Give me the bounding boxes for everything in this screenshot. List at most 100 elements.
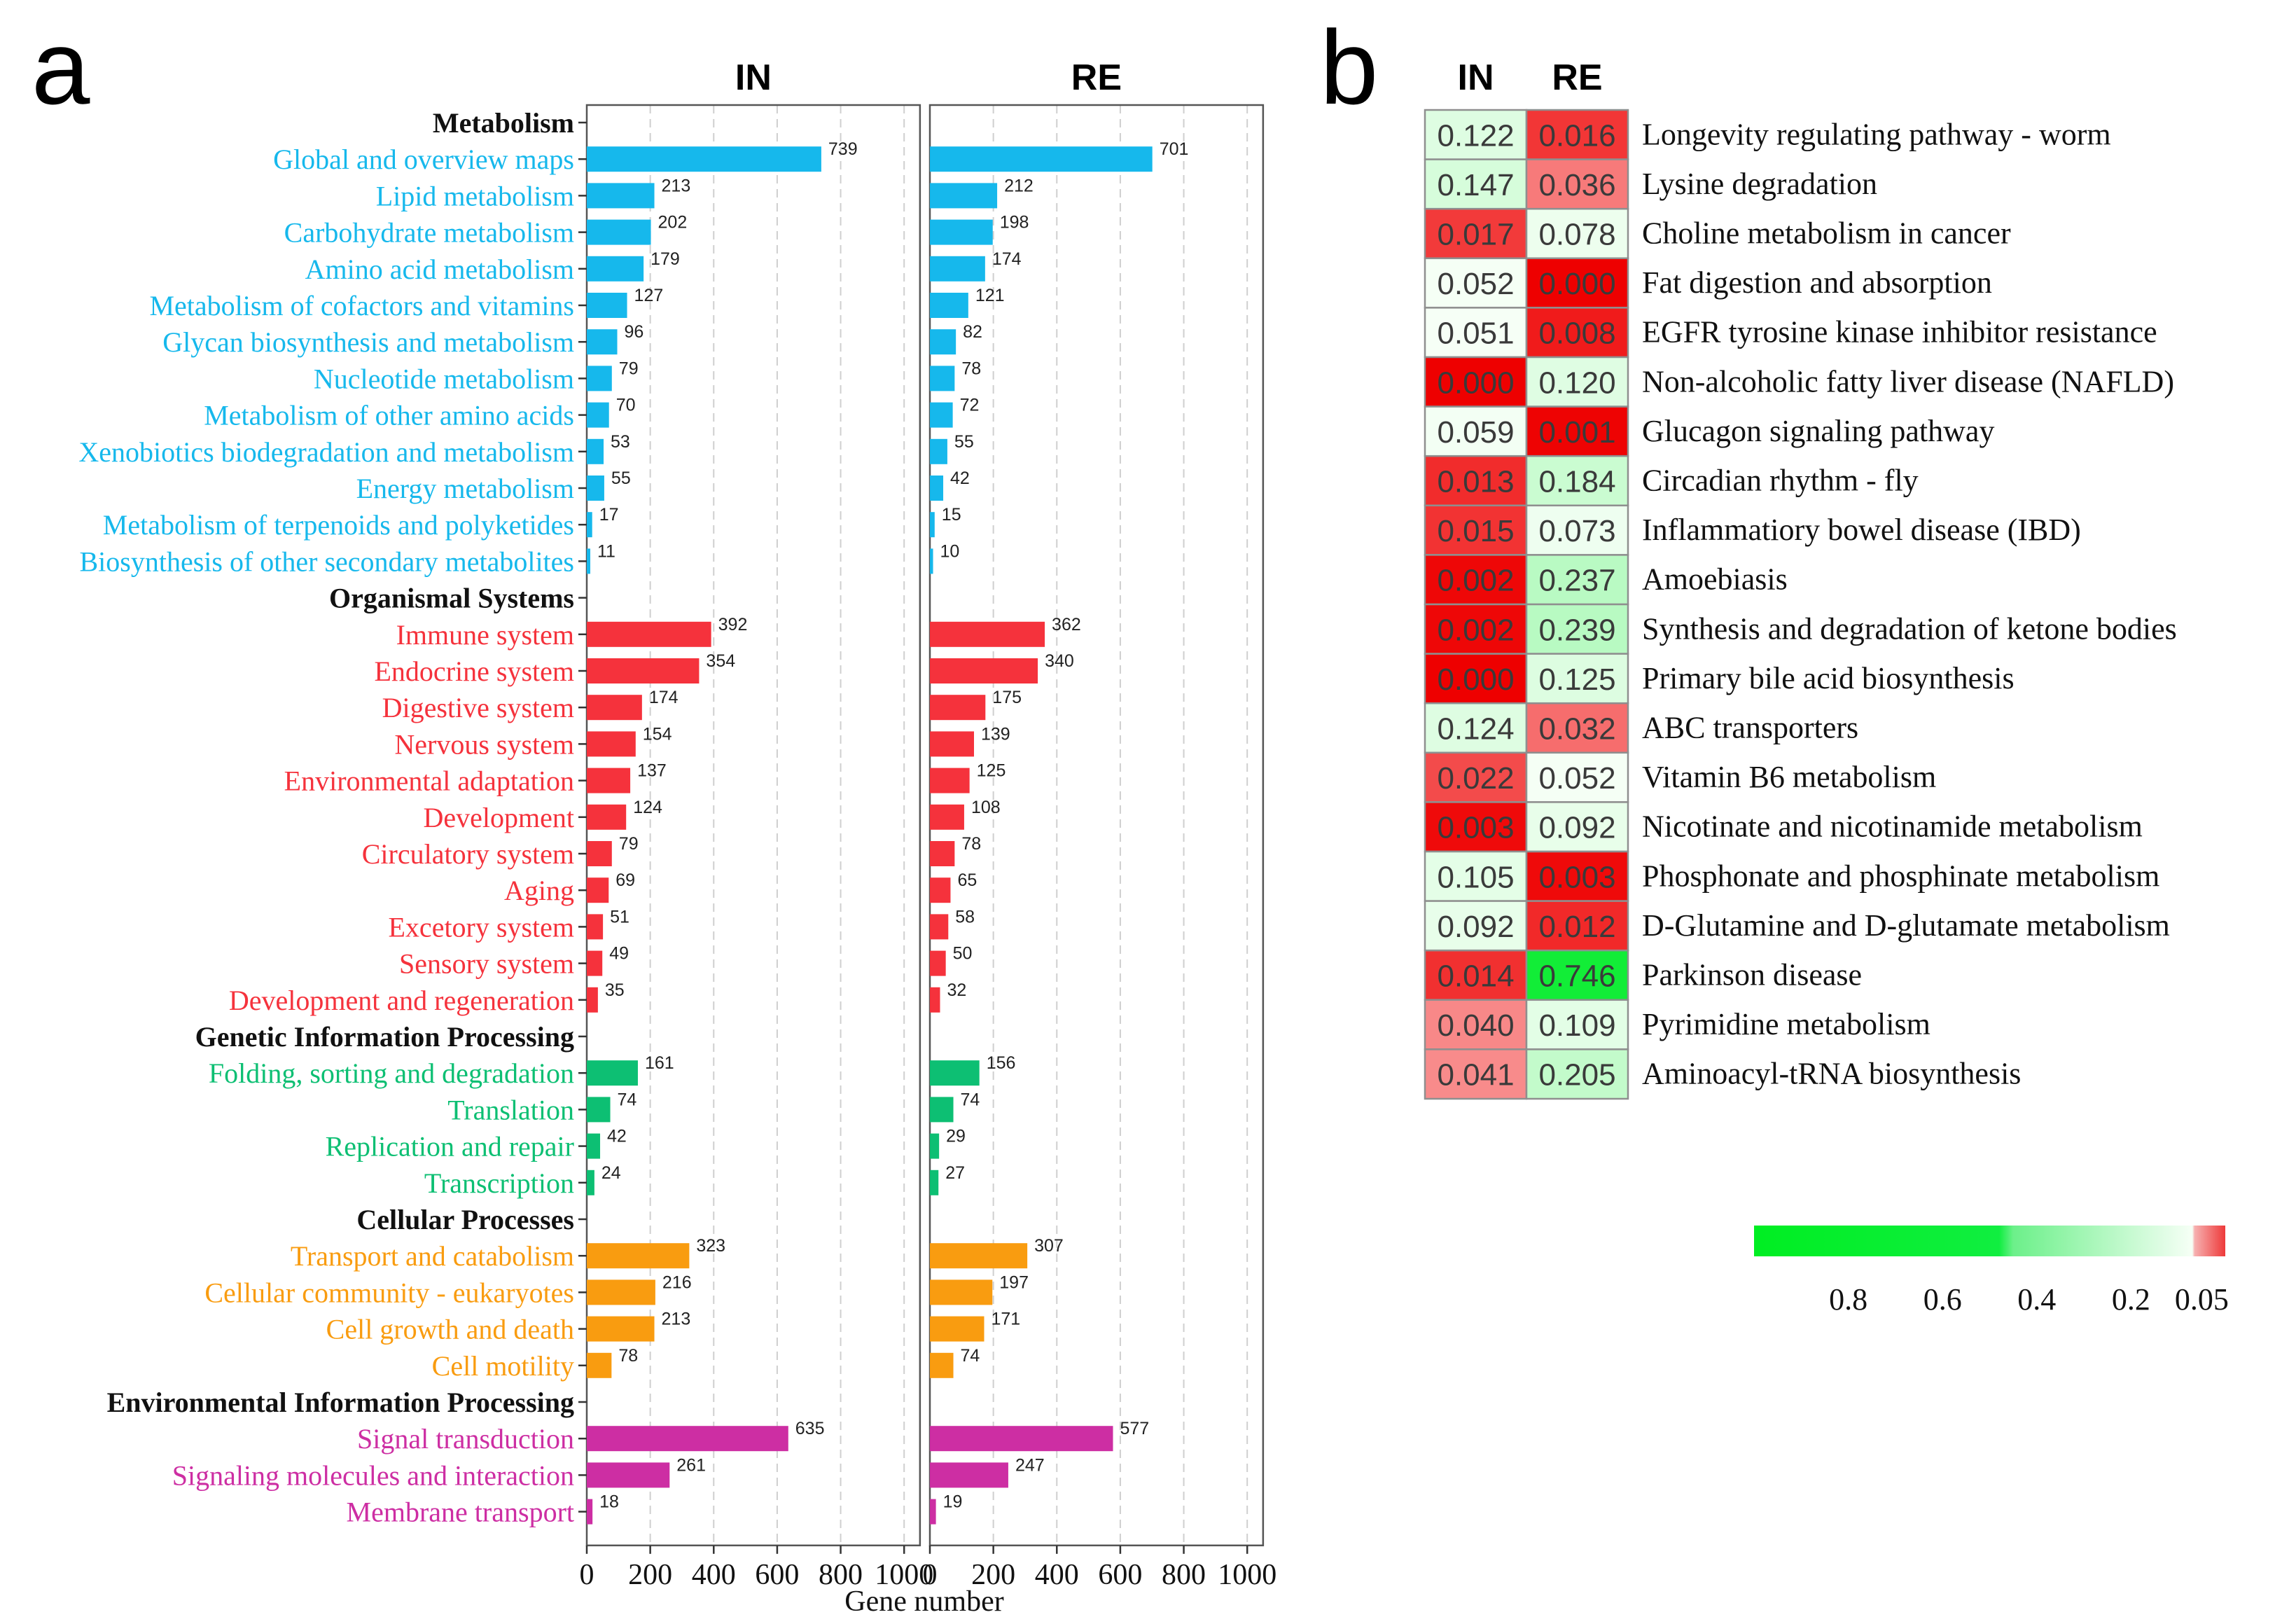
heatmap-cell bbox=[1424, 702, 1528, 754]
heatmap-cell-value: 0.124 bbox=[1437, 712, 1514, 747]
data-label: 108 bbox=[971, 798, 1001, 817]
data-label: 261 bbox=[676, 1455, 706, 1475]
bar-re bbox=[930, 1352, 954, 1378]
bar-in bbox=[587, 1097, 611, 1123]
heatmap-cell bbox=[1525, 702, 1629, 754]
row-label: Environmental adaptation bbox=[284, 765, 574, 797]
data-label: 127 bbox=[634, 286, 664, 305]
heatmap-row-label: Pyrimidine metabolism bbox=[1642, 1007, 1930, 1041]
heatmap-cell-value: 0.003 bbox=[1437, 811, 1514, 845]
heatmap-cell-value: 0.015 bbox=[1437, 514, 1514, 548]
row-label: Nervous system bbox=[394, 728, 574, 760]
category-header: Organismal Systems bbox=[329, 583, 574, 614]
heatmap-cell-value: 0.017 bbox=[1437, 218, 1514, 252]
heatmap-cell bbox=[1525, 751, 1629, 803]
heatmap-cell-value: 0.120 bbox=[1538, 366, 1615, 400]
data-label: 78 bbox=[961, 359, 981, 378]
heatmap-cell bbox=[1525, 999, 1629, 1050]
bar-in bbox=[587, 621, 711, 647]
heatmap-cell bbox=[1525, 158, 1629, 210]
bar-re bbox=[930, 1060, 980, 1086]
bar-in bbox=[587, 841, 612, 866]
heatmap-row-label: Inflammatiory bowel disease (IBD) bbox=[1642, 513, 2081, 547]
row-label: Carbohydrate metabolism bbox=[284, 217, 574, 249]
heatmap-cell-value: 0.022 bbox=[1437, 761, 1514, 796]
x-tick-label: 400 bbox=[692, 1559, 736, 1591]
row-label: Membrane transport bbox=[347, 1497, 574, 1528]
row-label: Transcription bbox=[424, 1167, 574, 1199]
colorbar-tick-label: 0.6 bbox=[1923, 1282, 1962, 1317]
data-label: 174 bbox=[649, 688, 679, 707]
data-label: 198 bbox=[1000, 213, 1029, 233]
panel-title: IN bbox=[735, 57, 772, 98]
heatmap-cell bbox=[1424, 405, 1528, 457]
heatmap-cell-value: 0.036 bbox=[1538, 168, 1615, 202]
data-label: 323 bbox=[696, 1236, 725, 1256]
heatmap: IN RE 0.122 0.016 Longevity regulating pathw… bbox=[1424, 57, 2229, 1317]
category-header: Metabolism bbox=[433, 107, 574, 139]
bar-re bbox=[930, 1097, 954, 1123]
data-label: 27 bbox=[945, 1163, 965, 1183]
category-header: Genetic Information Processing bbox=[195, 1021, 574, 1053]
x-tick-label: 1000 bbox=[1218, 1559, 1276, 1591]
bar-in bbox=[587, 695, 642, 721]
heatmap-cell bbox=[1424, 1048, 1528, 1100]
bar-re bbox=[930, 731, 974, 757]
data-label: 78 bbox=[618, 1346, 638, 1366]
x-tick-label: 800 bbox=[819, 1559, 863, 1591]
heatmap-cell bbox=[1525, 554, 1629, 606]
bar-re bbox=[930, 402, 953, 428]
data-label: 216 bbox=[662, 1272, 692, 1292]
row-label: Cell motility bbox=[432, 1350, 574, 1382]
row-label: Digestive system bbox=[382, 692, 574, 723]
x-tick-label: 0 bbox=[580, 1559, 594, 1591]
row-label: Folding, sorting and degradation bbox=[209, 1057, 574, 1089]
data-label: 739 bbox=[828, 139, 858, 159]
x-tick-label: 200 bbox=[971, 1559, 1015, 1591]
data-label: 197 bbox=[999, 1272, 1029, 1292]
row-label: Metabolism of cofactors and vitamins bbox=[149, 290, 574, 321]
heatmap-cell-value: 0.000 bbox=[1437, 366, 1514, 400]
heatmap-cell bbox=[1525, 850, 1629, 902]
heatmap-cell bbox=[1424, 356, 1528, 408]
data-label: 171 bbox=[991, 1310, 1020, 1329]
heatmap-row-label: Phosphonate and phosphinate metabolism bbox=[1642, 859, 2159, 893]
data-label: 17 bbox=[599, 505, 619, 525]
heatmap-cell-value: 0.002 bbox=[1437, 564, 1514, 598]
heatmap-cell-value: 0.147 bbox=[1437, 168, 1514, 202]
data-label: 121 bbox=[975, 286, 1005, 305]
heatmap-cell-value: 0.052 bbox=[1538, 761, 1615, 796]
heatmap-cell bbox=[1424, 603, 1528, 655]
heatmap-cell-value: 0.040 bbox=[1437, 1008, 1514, 1043]
bar-in bbox=[587, 293, 627, 318]
heatmap-cell-value: 0.002 bbox=[1437, 613, 1514, 647]
heatmap-column-label: IN bbox=[1458, 57, 1494, 98]
data-label: 79 bbox=[619, 834, 639, 854]
bar-re bbox=[930, 1170, 939, 1195]
row-label: Development and regeneration bbox=[229, 985, 574, 1016]
row-label: Cellular community - eukaryotes bbox=[204, 1277, 574, 1308]
bar-re bbox=[930, 658, 1038, 683]
heatmap-row-label: Aminoacyl-tRNA biosynthesis bbox=[1642, 1057, 2021, 1091]
heatmap-row-label: Lysine degradation bbox=[1642, 167, 1877, 201]
heatmap-cell bbox=[1525, 1048, 1629, 1100]
heatmap-cell-value: 0.016 bbox=[1538, 118, 1615, 153]
panel-a-label: a bbox=[32, 8, 90, 126]
heatmap-cell-value: 0.125 bbox=[1538, 662, 1615, 697]
heatmap-row-label: EGFR tyrosine kinase inhibitor resistanc… bbox=[1642, 315, 2157, 349]
row-label: Metabolism of other amino acids bbox=[204, 400, 574, 431]
heatmap-row-label: Vitamin B6 metabolism bbox=[1642, 760, 1936, 794]
heatmap-cell bbox=[1525, 257, 1629, 309]
data-label: 65 bbox=[957, 870, 977, 890]
bar-re bbox=[930, 438, 947, 464]
heatmap-cell bbox=[1424, 653, 1528, 705]
row-label: Endocrine system bbox=[375, 655, 575, 687]
heatmap-cell-value: 0.032 bbox=[1538, 712, 1615, 747]
data-label: 577 bbox=[1120, 1419, 1149, 1438]
data-label: 202 bbox=[658, 213, 688, 233]
heatmap-cell-value: 0.092 bbox=[1437, 910, 1514, 944]
x-tick-label: 400 bbox=[1035, 1559, 1079, 1591]
colorbar-tick-label: 0.4 bbox=[2017, 1282, 2056, 1317]
row-label: Biosynthesis of other secondary metaboli… bbox=[79, 546, 574, 577]
bar-in bbox=[587, 256, 644, 282]
